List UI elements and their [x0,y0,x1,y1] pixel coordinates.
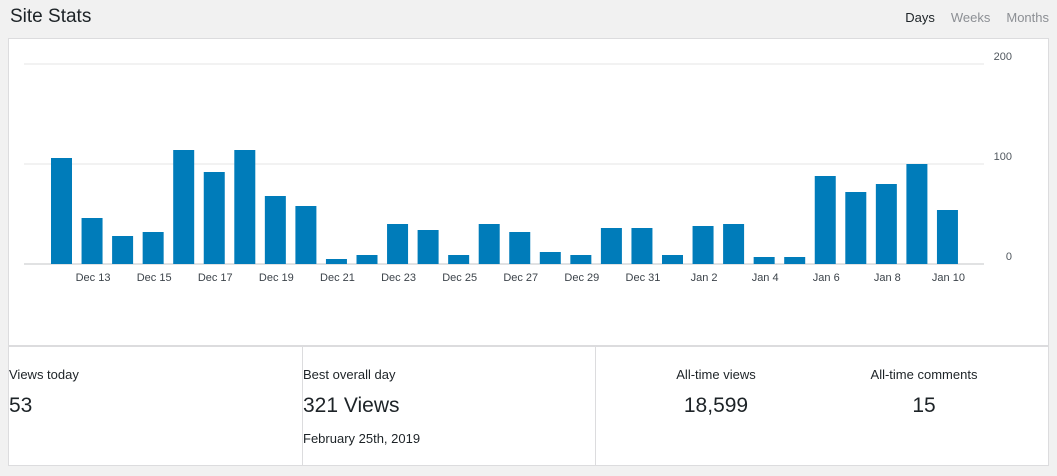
bar [448,255,470,264]
x-tick-label: Dec 23 [381,272,416,284]
bar [417,230,439,264]
views-today-label: Views today [9,367,79,382]
x-tick-label: Dec 25 [442,272,477,284]
y-tick-label: 100 [994,151,1012,163]
x-tick-label: Jan 8 [874,272,901,284]
alltime-views-label: All-time views [676,367,756,382]
views-today-value: 53 [9,394,33,417]
x-tick-label: Dec 21 [320,272,355,284]
bar [723,224,745,264]
bar [295,206,317,264]
x-tick-label: Jan 10 [932,272,965,284]
bar [936,210,958,264]
bar [234,150,256,264]
bar [570,255,592,264]
bar [753,257,775,264]
y-tick-label: 0 [1006,251,1012,263]
bar [784,257,806,264]
bar [662,255,683,264]
bar [478,224,500,264]
tab-days[interactable]: Days [905,10,935,25]
x-tick-label: Dec 13 [76,272,111,284]
bar [692,226,714,264]
alltime-block: All-time views 18,599 All-time comments … [595,347,1050,465]
bar [814,176,836,264]
x-tick-label: Dec 31 [626,272,661,284]
bar [845,192,867,264]
bar [203,172,225,264]
bar [112,236,134,264]
chart-panel: 200 100 0 Dec 13 Dec 15 Dec 17 Dec 19 Dec 21 Dec… [8,38,1049,346]
stats-panel: Views today 53 Best overall day 321 View… [8,346,1049,466]
stats-bar-chart: 200 100 0 Dec 13 Dec 15 Dec 17 Dec 19 Dec 21 Dec… [24,51,1012,284]
period-tabs: Days Weeks Months [905,10,1049,25]
page-title: Site Stats [10,6,92,27]
alltime-views-value: 18,599 [683,394,749,417]
bar [600,228,622,264]
y-tick-label: 200 [994,51,1012,63]
best-day-value: 321 Views [303,394,400,417]
best-day-label: Best overall day [303,367,396,382]
bar [142,232,164,264]
bar [539,252,561,264]
tab-months[interactable]: Months [1006,10,1049,25]
bar [356,255,378,264]
x-tick-label: Dec 17 [198,272,233,284]
bar [81,218,103,264]
bar [509,232,531,264]
best-day-block: Best overall day 321 Views February 25th… [302,347,595,465]
x-tick-label: Jan 4 [752,272,779,284]
x-tick-label: Dec 15 [137,272,172,284]
alltime-comments-label: All-time comments [870,367,978,382]
views-today-block: Views today 53 [9,347,302,465]
x-tick-label: Dec 29 [564,272,599,284]
alltime-comments-value: 15 [912,394,936,417]
bar [875,184,897,264]
x-tick-label: Jan 2 [691,272,718,284]
tab-weeks[interactable]: Weeks [950,10,991,25]
bar [325,259,347,264]
x-tick-label: Dec 19 [259,272,294,284]
bar [387,224,409,264]
x-tick-label: Dec 27 [503,272,538,284]
bar [631,228,653,264]
bar [264,196,286,264]
best-day-date: February 25th, 2019 [303,431,421,446]
bar [173,150,195,264]
bar [906,164,928,264]
x-tick-label: Jan 6 [813,272,840,284]
bar [51,158,72,264]
